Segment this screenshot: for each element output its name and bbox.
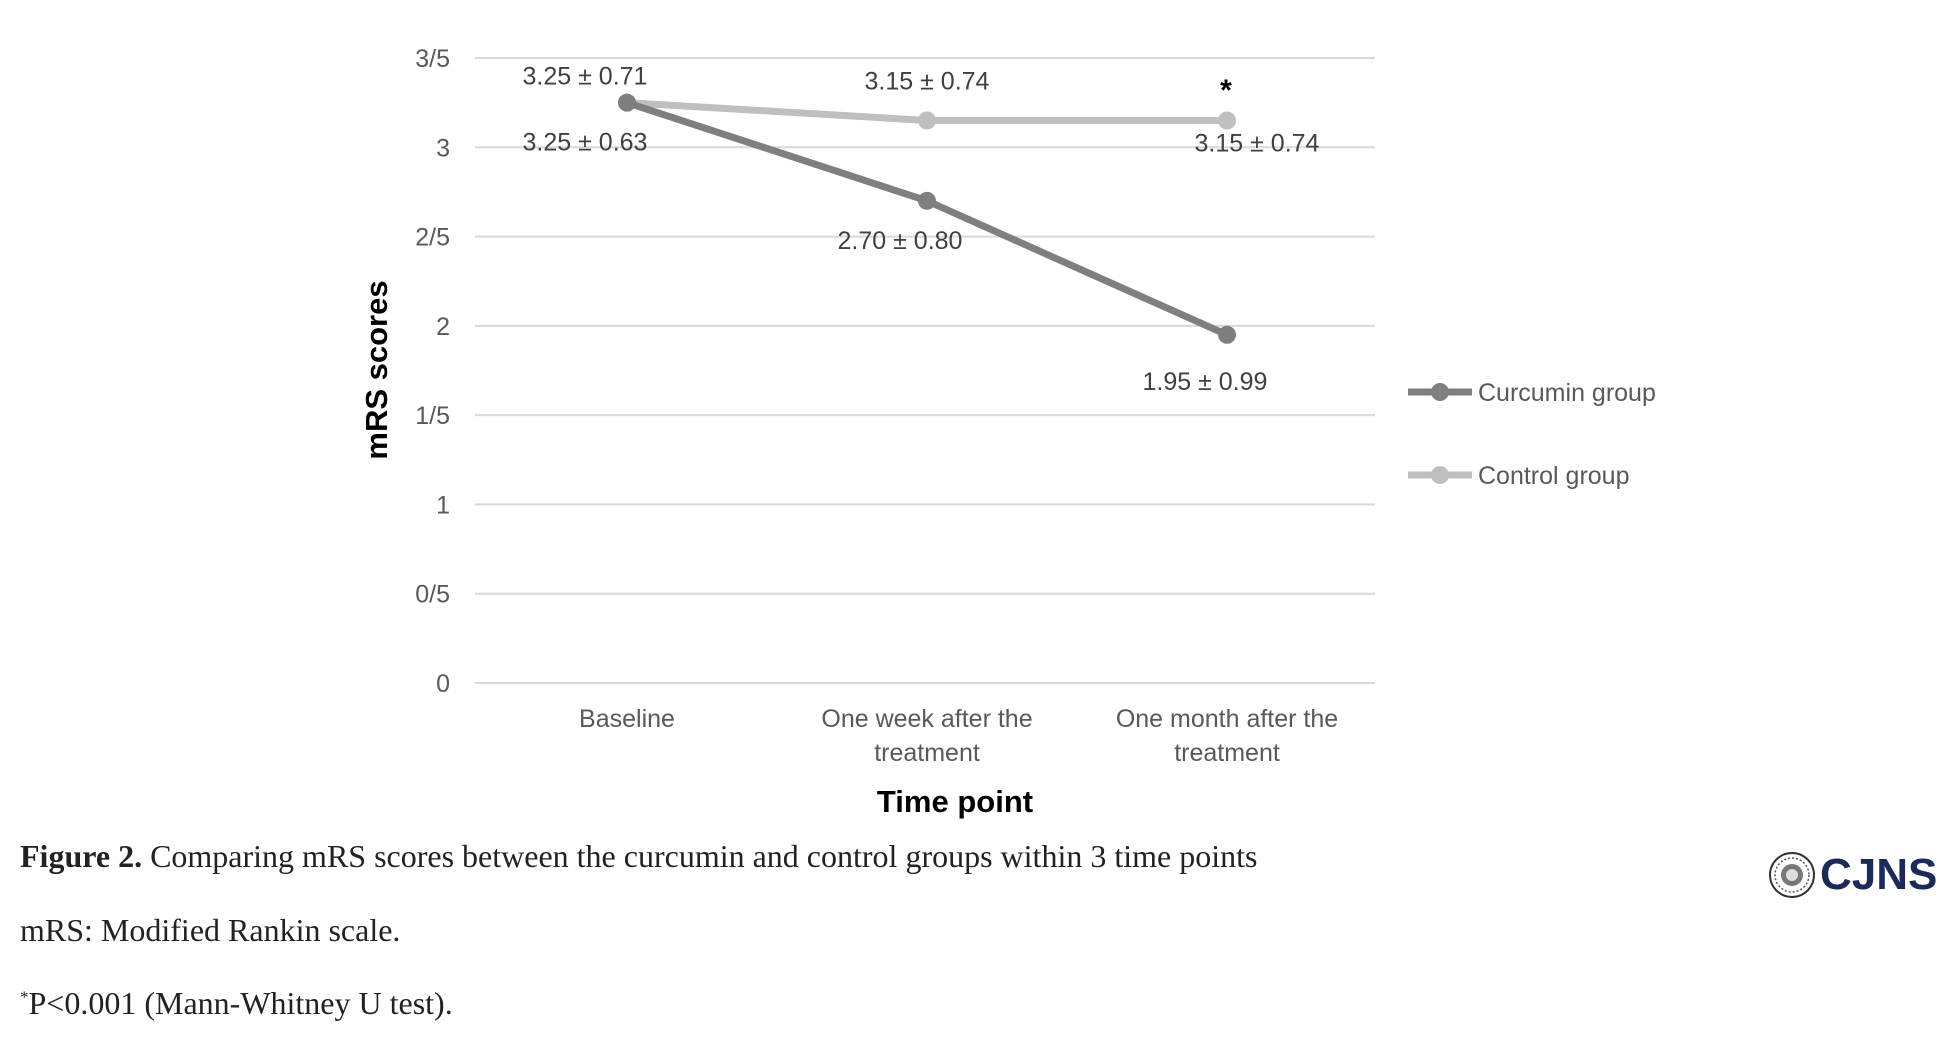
y-axis-ticks: 0 0/5 1 1/5 2 2/5 3 3/5 [415,45,450,698]
figure-caption-text: Comparing mRS scores between the curcumi… [142,838,1258,874]
footnote-text: P<0.001 (Mann-Whitney U test). [28,985,453,1021]
data-point-curcumin [918,191,936,210]
abbreviation-note: mRS: Modified Rankin scale. [20,912,401,948]
significance-asterisk: * [1220,74,1232,107]
data-point-curcumin [618,93,636,112]
grid-lines [475,57,1375,684]
x-tick-label: One month after the treatment [1116,705,1338,767]
legend-swatch-marker [1431,466,1449,484]
y-tick-label: 1 [436,491,450,519]
y-tick-label: 0/5 [415,581,450,609]
data-label-curcumin: 3.25 ± 0.63 [523,129,648,157]
data-labels: 3.25 ± 0.63 2.70 ± 0.80 1.95 ± 0.99 3.25 ± … [523,63,1320,396]
x-tick-label: One week after the treatment [821,705,1032,767]
y-tick-label: 3 [436,134,450,162]
data-point-curcumin [1218,325,1236,344]
legend-swatch-marker [1431,383,1449,401]
series-line-curcumin [625,99,1229,338]
journal-seal-icon [1769,852,1815,898]
y-axis-label: mRS scores [359,280,394,459]
x-axis-label: Time point [877,784,1033,819]
figure-label: Figure 2. [20,838,143,874]
series-lines [618,93,1236,344]
y-tick-label: 1/5 [415,402,450,430]
data-label-control: 3.15 ± 0.74 [1195,130,1320,158]
figure-caption: Figure 2. Comparing mRS scores between t… [20,838,1257,875]
data-label-control: 3.15 ± 0.74 [865,68,990,96]
journal-logo: CJNS [1768,850,1937,900]
line-chart: 0 0/5 1 1/5 2 2/5 3 3/5 Baseline One week after … [359,45,1656,819]
data-point-control [918,111,936,130]
x-tick-label: Baseline [579,705,675,733]
x-axis-ticks: Baseline One week after the treatment One m… [579,705,1338,767]
data-label-curcumin: 1.95 ± 0.99 [1143,368,1268,396]
legend: Curcumin group Control group [1408,379,1656,490]
footnote: *P<0.001 (Mann-Whitney U test). [20,985,453,1022]
data-label-curcumin: 2.70 ± 0.80 [838,227,963,255]
journal-logo-text: CJNS [1820,850,1938,899]
data-point-control [1218,111,1236,130]
footnote-mark: * [20,987,29,1007]
legend-label-control: Control group [1478,462,1629,490]
legend-label-curcumin: Curcumin group [1478,379,1656,407]
y-tick-label: 3/5 [415,45,450,73]
y-tick-label: 2 [436,313,450,341]
data-label-control: 3.25 ± 0.71 [523,63,648,91]
y-tick-label: 2/5 [415,224,450,252]
y-tick-label: 0 [436,670,450,698]
